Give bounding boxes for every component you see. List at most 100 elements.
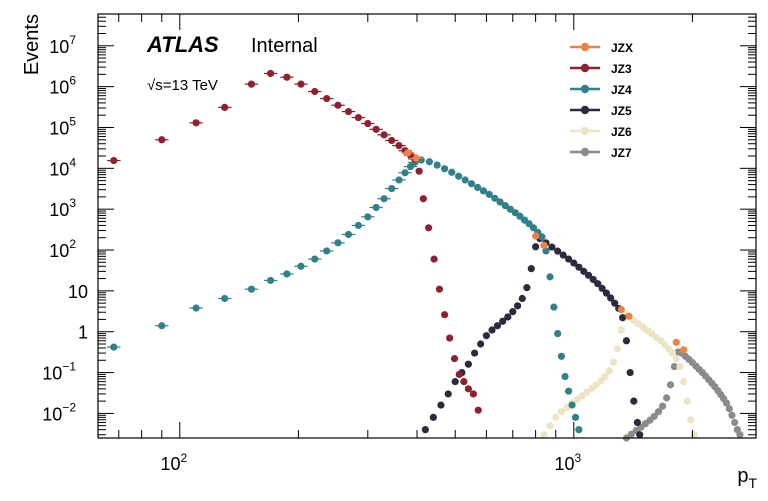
data-point (725, 405, 733, 413)
data-point (344, 230, 353, 239)
y-tick-label: 107 (49, 33, 76, 57)
data-point (564, 387, 573, 395)
legend-marker (580, 42, 590, 52)
data-point (491, 194, 499, 202)
data-point (622, 337, 631, 345)
legend-label-jz6: JZ6 (611, 125, 632, 139)
data-point (532, 232, 540, 240)
data-point (680, 378, 688, 386)
data-point (532, 243, 540, 251)
data-point (221, 294, 229, 303)
data-point (617, 305, 625, 314)
data-point (654, 408, 663, 416)
data-point (479, 187, 488, 195)
data-point (570, 259, 578, 267)
data-point (571, 413, 580, 421)
data-point (158, 322, 166, 330)
energy-label: √s=13 TeV (147, 77, 218, 94)
data-point (266, 69, 275, 78)
data-point (283, 73, 291, 81)
data-point (297, 80, 305, 88)
y-tick-label: 10−2 (42, 400, 76, 424)
legend-label-jz4: JZ4 (611, 83, 632, 97)
data-point (372, 203, 380, 212)
data-point (680, 346, 688, 354)
data-point (607, 294, 615, 302)
data-point (613, 345, 621, 353)
data-point (433, 161, 441, 169)
data-point (672, 338, 680, 346)
axes-layer: 102 103 10−2 10−11 10 102 103 104 105 106 107 (42, 13, 756, 474)
data-point (421, 426, 429, 434)
data-point (658, 402, 667, 410)
data-point (559, 251, 567, 259)
data-point (283, 270, 291, 278)
data-point (499, 317, 507, 325)
data-point (464, 360, 472, 368)
data-point (461, 176, 469, 184)
data-point (504, 313, 512, 321)
data-point (550, 303, 558, 311)
legend-marker (580, 84, 590, 94)
legend-label-jz3: JZ3 (611, 62, 632, 76)
data-point (446, 334, 454, 342)
data-point (424, 224, 433, 232)
legend-label-jz5: JZ5 (611, 104, 632, 118)
data-point (672, 354, 680, 363)
data-point (670, 362, 678, 371)
y-tick-label: 105 (49, 114, 76, 138)
x-axis-label-sub: T (748, 475, 757, 491)
data-point (469, 390, 477, 398)
data-point (501, 202, 509, 210)
data-point (540, 241, 548, 249)
data-point (476, 340, 485, 348)
data-point (518, 294, 526, 303)
legend-marker (580, 63, 590, 73)
data-point (344, 107, 353, 116)
data-point (435, 285, 444, 293)
data-point (323, 247, 331, 255)
data-point (527, 265, 535, 273)
data-point (552, 413, 560, 421)
series-jzx (401, 149, 688, 354)
legend-marker (580, 126, 590, 136)
data-point (474, 406, 482, 414)
data-point (110, 343, 118, 351)
series-jz7 (622, 348, 744, 442)
data-point (380, 195, 388, 203)
internal-label: Internal (251, 35, 318, 57)
data-point (354, 221, 363, 230)
data-point (636, 431, 644, 439)
data-point (568, 401, 576, 409)
data-point (575, 426, 583, 434)
data-point (221, 103, 229, 112)
y-tick-label: 10−1 (42, 360, 76, 384)
data-point (493, 322, 502, 330)
data-point (485, 190, 493, 198)
data-point (728, 411, 736, 419)
data-point (297, 262, 305, 270)
data-point (364, 213, 372, 221)
legend-label-jz7: JZ7 (611, 146, 632, 160)
data-point (513, 302, 522, 310)
data-point (444, 390, 452, 398)
data-point (589, 275, 597, 284)
data-point (364, 119, 372, 128)
data-point (538, 233, 546, 241)
data-point (380, 131, 388, 139)
data-point (633, 418, 641, 427)
legend-label-jzx: JZX (611, 41, 633, 55)
data-point (110, 156, 118, 165)
data-point (482, 332, 490, 340)
series-jz3 (107, 69, 482, 414)
data-point (158, 136, 166, 144)
legend: JZX JZ3 JZ4 JZ5 JZ6 JZ7 (570, 41, 633, 160)
y-tick-label: 10 (68, 282, 88, 302)
data-point (601, 372, 609, 381)
data-point (546, 422, 554, 430)
data-point (561, 372, 569, 381)
data-point (687, 416, 695, 424)
data-point (467, 180, 476, 188)
